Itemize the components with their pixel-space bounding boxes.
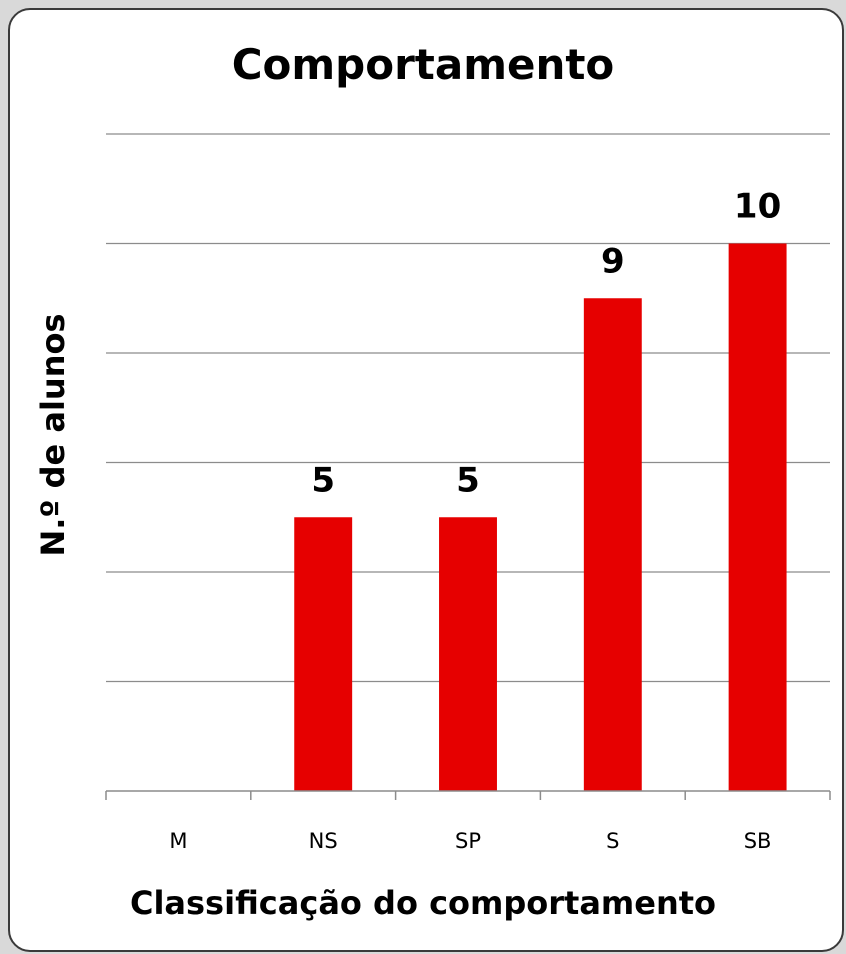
x-tick-label-sb: SB — [744, 829, 772, 853]
bar-ns — [294, 517, 353, 791]
x-tick-label-m: M — [169, 829, 187, 853]
x-axis: M NS SP S SB — [105, 790, 831, 853]
x-tick-label-s: S — [606, 829, 619, 853]
data-labels: 5 5 9 10 — [311, 187, 781, 501]
chart-frame — [8, 8, 844, 952]
data-label-ns: 5 — [311, 460, 335, 500]
bar-s — [583, 298, 642, 791]
data-label-s: 9 — [601, 241, 625, 281]
chart-title: Comportamento — [231, 40, 615, 89]
x-tick-label-ns: NS — [309, 829, 338, 853]
data-label-sb: 10 — [734, 187, 781, 227]
bar-sb — [728, 243, 787, 791]
data-label-sp: 5 — [456, 460, 480, 500]
bars — [294, 243, 787, 791]
bar-sp — [439, 517, 497, 791]
x-tick-label-sp: SP — [455, 829, 481, 853]
x-axis-label: Classificação do comportamento — [129, 884, 717, 922]
